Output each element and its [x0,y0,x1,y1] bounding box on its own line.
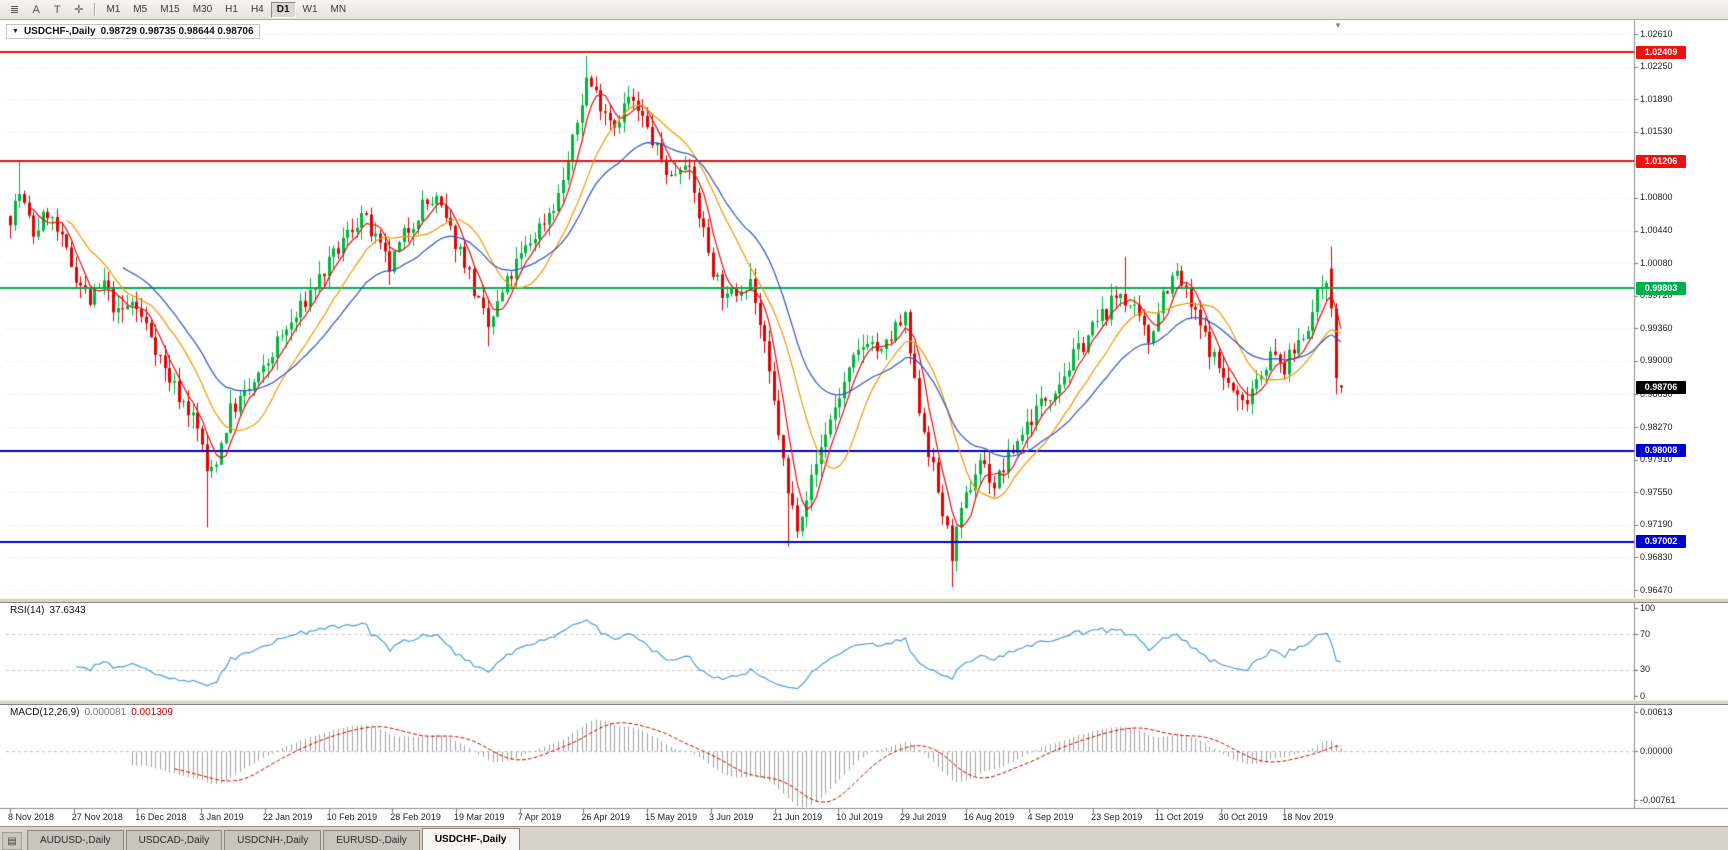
time-axis-label: 11 Oct 2019 [1154,812,1204,822]
timeframe-button-group: M1 M5 M15 M30 H1 H4 D1 W1 MN [100,1,352,18]
price-line-badge: 1.02409 [1636,45,1686,59]
chart-tab-bar: ▤ AUDUSD-,Daily USDCAD-,Daily USDCNH-,Dail… [0,826,1728,850]
price-axis-label: 1.02610 [1640,28,1673,39]
time-axis-label: 16 Dec 2018 [135,812,187,822]
timeframe-button-w1[interactable]: W1 [302,4,318,15]
macd-axis-label: 0.00000 [1640,745,1673,756]
rsi-axis-label: 70 [1640,628,1651,639]
rsi-label: RSI(14) 37.6343 [8,605,88,616]
chart-symbol-label: USDCHF-,Daily [23,26,96,37]
price-line-badge: 0.98008 [1636,444,1686,458]
macd-main-value: 0.000081 [84,707,127,718]
price-axis-label: 0.96470 [1640,584,1673,595]
price-axis-label: 0.98270 [1640,421,1673,432]
price-axis-label: 0.97550 [1640,486,1673,497]
timeframe-button-d1[interactable]: D1 [270,1,296,18]
crosshair-tool-icon[interactable]: ✛ [74,4,84,16]
time-axis-label: 18 Nov 2019 [1282,812,1334,822]
time-axis-label: 22 Jan 2019 [262,812,313,822]
price-line-badge: 0.97002 [1636,535,1686,549]
timeframe-button-mn[interactable]: MN [330,4,347,15]
window-list-icon[interactable]: ▤ [2,832,22,850]
price-axis-label: 1.01530 [1640,126,1673,137]
current-price-badge: 0.98706 [1636,381,1686,395]
chart-tab-audusd[interactable]: AUDUSD-,Daily [27,830,124,850]
time-axis-label: 4 Sep 2019 [1027,812,1074,822]
macd-axis-label: 0.00613 [1640,706,1673,717]
chart-tabs: AUDUSD-,Daily USDCAD-,Daily USDCNH-,Daily E… [27,828,520,850]
price-line-badge: 1.01206 [1636,154,1686,168]
time-axis-label: 29 Jul 2019 [900,812,947,822]
macd-label: MACD(12,26,9) 0.000081 0.001309 [8,707,175,718]
price-axis-label: 1.00800 [1640,192,1673,203]
chart-ohlc-label: 0.98729 0.98735 0.98644 0.98706 [100,26,254,37]
time-axis-label: 3 Jun 2019 [708,812,754,822]
chart-tab-usdchf[interactable]: USDCHF-,Daily [421,828,520,850]
rsi-value: 37.6343 [49,605,86,616]
time-axis-label: 27 Nov 2018 [71,812,123,822]
price-axis-label: 0.99360 [1640,322,1673,333]
time-axis-label: 10 Jul 2019 [836,812,883,822]
auto-scroll-icon[interactable]: A [32,3,40,16]
timeframe-button-m30[interactable]: M30 [192,4,213,15]
rsi-axis-label: 100 [1640,602,1656,613]
rsi-axis-label: 0 [1640,690,1646,701]
time-axis-label: 19 Mar 2019 [454,812,505,822]
price-axis-label: 0.96830 [1640,551,1673,562]
price-axis-label: 0.99000 [1640,355,1673,366]
macd-axis-label: -0.00761 [1640,794,1676,805]
chart-tab-usdcnh[interactable]: USDCNH-,Daily [224,830,322,850]
macd-signal-value: 0.001309 [131,707,173,718]
price-axis-label: 1.01890 [1640,93,1673,104]
time-axis-label: 8 Nov 2018 [8,812,55,822]
rsi-axis-label: 30 [1640,664,1651,675]
timeframe-button-h1[interactable]: H1 [225,4,238,15]
time-axis-label: 15 May 2019 [645,812,698,822]
time-axis-label: 3 Jan 2019 [199,812,244,822]
macd-title: MACD(12,26,9) [10,707,80,718]
price-axis-label: 0.97910 [1640,454,1673,465]
time-axis-label: 16 Aug 2019 [963,812,1015,822]
price-axis-label: 1.00080 [1640,257,1673,268]
time-axis-label: 7 Apr 2019 [517,812,562,822]
toolbar-icon-group: ≣ A T ✛ [4,2,89,18]
price-axis-label: 0.97190 [1640,519,1673,530]
chart-menu-arrow-icon[interactable]: ▼ [12,28,19,35]
toolbar-separator [94,3,96,16]
price-axis-label: 1.00440 [1640,225,1673,235]
timeframe-button-m5[interactable]: M5 [133,4,148,15]
panel-splitter-macd[interactable] [0,700,1728,705]
price-axis-label: 1.02250 [1640,61,1673,72]
chart-tab-usdcad[interactable]: USDCAD-,Daily [125,830,223,850]
panel-splitter-rsi[interactable] [0,598,1728,603]
chart-list-icon[interactable]: ≣ [10,4,20,16]
time-axis-label: 26 Apr 2019 [581,812,630,822]
timeframe-button-m15[interactable]: M15 [160,4,180,15]
toolbar: ≣ A T ✛ M1 M5 M15 M30 H1 H4 D1 W1 MN [0,0,1728,20]
price-axis-label: 0.99720 [1640,290,1673,301]
time-axis-label: 30 Oct 2019 [1218,812,1268,822]
text-tool-icon[interactable]: T [53,3,61,16]
price-line-badge: 0.99803 [1636,281,1686,295]
chart-tab-eurusd[interactable]: EURUSD-,Daily [323,830,420,850]
time-axis-label: 10 Feb 2019 [326,812,378,822]
rsi-title: RSI(14) [10,605,45,616]
time-axis-label: 21 Jun 2019 [772,812,823,822]
chart-title: ▼ USDCHF-,Daily 0.98729 0.98735 0.98644 … [6,24,260,39]
timeframe-button-m1[interactable]: M1 [106,4,121,15]
time-axis-label: 28 Feb 2019 [390,812,441,822]
chart-shift-icon[interactable]: ▼ [1334,21,1342,30]
time-axis-label: 23 Sep 2019 [1091,812,1143,822]
timeframe-button-h4[interactable]: H4 [250,4,264,15]
